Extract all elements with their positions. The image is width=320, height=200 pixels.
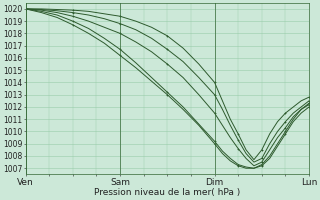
X-axis label: Pression niveau de la mer( hPa ): Pression niveau de la mer( hPa ): [94, 188, 240, 197]
